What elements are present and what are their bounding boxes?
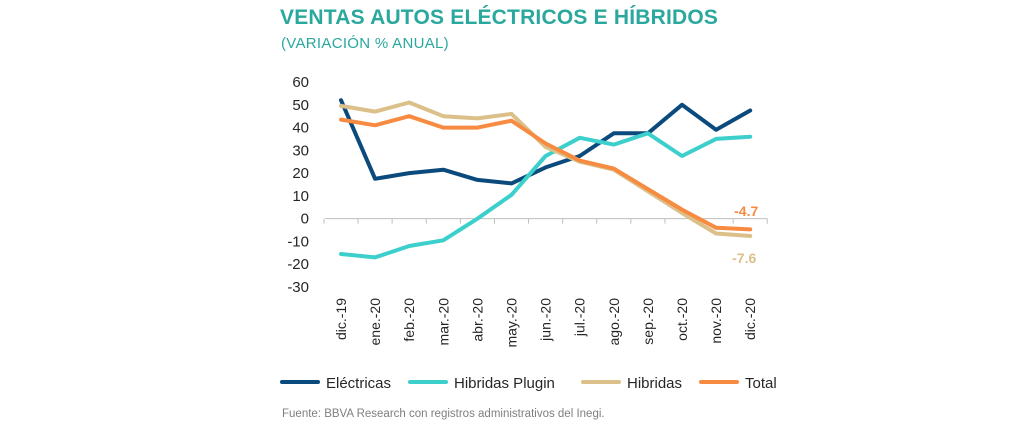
data-point-h-bridas-plugin <box>680 154 684 158</box>
data-point-el-ctricas <box>544 165 548 170</box>
y-tick-label: 20 <box>292 165 309 182</box>
x-tick-label: ene.-20 <box>367 298 383 346</box>
y-tick-label: 50 <box>292 97 309 114</box>
data-point-h-bridas-plugin <box>407 244 411 248</box>
y-tick-label: 40 <box>292 120 309 137</box>
data-point-el-ctricas <box>475 178 479 182</box>
data-point-total <box>509 119 514 123</box>
y-tick-label: -30 <box>287 279 309 296</box>
data-point-el-ctricas <box>748 108 752 113</box>
data-point-total <box>373 123 377 127</box>
data-point-total <box>407 114 411 118</box>
legend-label: Total <box>745 375 777 392</box>
data-point-total <box>680 207 684 212</box>
legend-label: Hibridas <box>627 375 682 392</box>
data-point-h-bridas-plugin <box>748 135 752 139</box>
data-point-h-bridas-plugin <box>646 131 650 135</box>
data-point-el-ctricas <box>612 131 616 135</box>
data-point-total <box>544 141 548 146</box>
legend-label: Hibridas Plugin <box>454 375 555 392</box>
data-point-total <box>475 125 479 130</box>
x-tick-label: abr.-20 <box>469 298 485 342</box>
data-point-h-bridas <box>714 231 718 236</box>
data-point-el-ctricas <box>714 128 718 132</box>
x-tick-label: mar.-20 <box>435 298 451 346</box>
x-tick-label: jun.-20 <box>538 298 554 342</box>
data-point-total <box>339 117 343 122</box>
series-line-h-bridas-plugin <box>339 131 753 260</box>
x-tick-label: feb.-20 <box>401 298 417 342</box>
data-point-total <box>714 226 718 230</box>
data-point-h-bridas-plugin <box>714 137 718 141</box>
data-point-el-ctricas <box>680 103 684 107</box>
x-tick-label: oct.-20 <box>674 298 690 341</box>
x-tick-label: may.-20 <box>504 298 520 348</box>
data-label: -7.6 <box>732 250 756 266</box>
x-tick-label: dic.-20 <box>742 298 758 340</box>
data-point-h-bridas <box>441 114 445 118</box>
data-point-h-bridas-plugin <box>373 255 377 259</box>
x-tick-label: nov.-20 <box>708 298 724 344</box>
data-point-h-bridas <box>339 104 343 108</box>
data-point-h-bridas-plugin <box>544 154 548 158</box>
y-tick-label: 30 <box>292 142 309 159</box>
x-tick-label: dic.-19 <box>333 298 349 340</box>
x-tick-label: jul.-20 <box>572 298 588 337</box>
chart-subtitle: (VARIACIÓN % ANUAL) <box>281 35 449 52</box>
data-point-total <box>578 158 582 163</box>
data-point-el-ctricas <box>407 171 411 175</box>
data-label: -4.7 <box>734 203 758 219</box>
legend-label: Eléctricas <box>326 375 391 392</box>
y-tick-label: -10 <box>287 233 309 250</box>
data-point-h-bridas <box>748 234 752 238</box>
source-note: Fuente: BBVA Research con registros admi… <box>282 408 605 420</box>
data-point-h-bridas-plugin <box>509 193 514 197</box>
y-tick-label: 10 <box>292 188 309 205</box>
data-point-el-ctricas <box>373 177 377 181</box>
x-tick-label: ago.-20 <box>606 298 622 346</box>
data-point-h-bridas-plugin <box>339 252 343 256</box>
data-point-el-ctricas <box>509 181 514 185</box>
data-point-total <box>748 227 752 231</box>
x-tick-label: sep.-20 <box>640 298 656 345</box>
y-tick-label: 0 <box>301 211 309 228</box>
data-point-h-bridas <box>509 112 514 116</box>
data-point-total <box>646 187 650 191</box>
y-tick-label: 60 <box>292 74 309 91</box>
data-point-el-ctricas <box>339 98 343 102</box>
data-point-h-bridas-plugin <box>612 143 616 147</box>
data-point-el-ctricas <box>578 154 582 158</box>
data-point-h-bridas <box>407 100 411 105</box>
data-point-total <box>441 125 445 130</box>
chart-title: VENTAS AUTOS ELÉCTRICOS E HÍBRIDOS <box>280 6 719 29</box>
data-point-h-bridas <box>373 110 377 114</box>
data-point-h-bridas-plugin <box>441 238 445 242</box>
data-point-el-ctricas <box>441 168 445 172</box>
data-point-h-bridas-plugin <box>578 136 582 140</box>
data-point-total <box>612 166 616 171</box>
data-point-h-bridas <box>475 116 479 121</box>
data-point-h-bridas-plugin <box>475 217 479 221</box>
y-tick-label: -20 <box>287 256 309 273</box>
